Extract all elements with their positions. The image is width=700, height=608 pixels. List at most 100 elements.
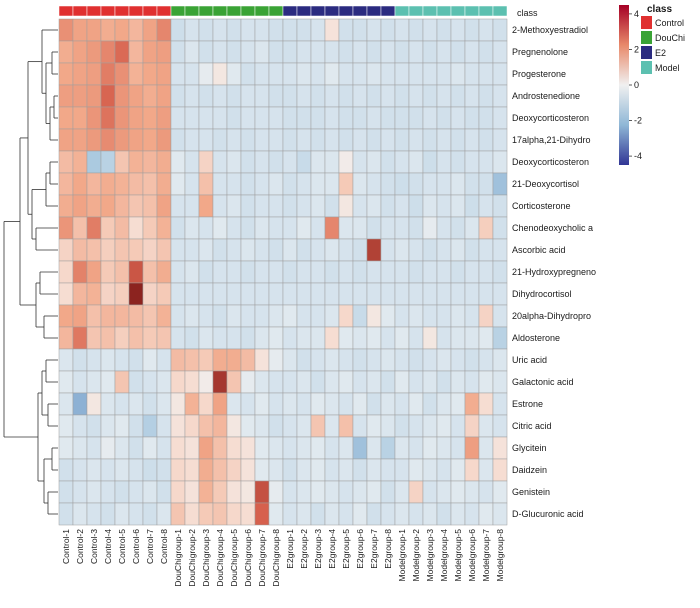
heatmap-cell <box>352 282 368 306</box>
heatmap-cell <box>156 458 172 482</box>
heatmap-cell <box>492 172 508 196</box>
heatmap-cell <box>156 84 172 108</box>
heatmap-cell <box>142 128 158 152</box>
heatmap-cell <box>114 392 130 416</box>
heatmap-cell <box>142 282 158 306</box>
heatmap-cell <box>58 194 74 218</box>
heatmap-cell <box>268 84 284 108</box>
heatmap-cell <box>254 414 270 438</box>
heatmap-cell <box>296 128 312 152</box>
legend-label: Control <box>655 18 684 28</box>
legend-label: DouChi <box>655 33 685 43</box>
heatmap-cell <box>268 502 284 526</box>
heatmap-cell <box>394 150 410 174</box>
heatmap-cell <box>58 370 74 394</box>
heatmap-cell <box>310 62 326 86</box>
heatmap-cell <box>114 326 130 350</box>
heatmap-cell <box>184 84 200 108</box>
heatmap-cell <box>86 18 102 42</box>
heatmap-cell <box>128 414 144 438</box>
column-label: Modelgroup-3 <box>425 529 435 582</box>
heatmap-cell <box>324 150 340 174</box>
heatmap-cell <box>296 106 312 130</box>
heatmap-cell <box>72 216 88 240</box>
heatmap-cell <box>142 172 158 196</box>
heatmap-cell <box>464 106 480 130</box>
heatmap-cell <box>492 84 508 108</box>
heatmap-cell <box>184 172 200 196</box>
heatmap-cell <box>198 106 214 130</box>
heatmap-cell <box>268 326 284 350</box>
heatmap-cell <box>352 84 368 108</box>
heatmap-cell <box>310 480 326 504</box>
column-label: DouChigroup-4 <box>215 529 225 587</box>
heatmap-cell <box>352 40 368 64</box>
heatmap-cell <box>464 458 480 482</box>
heatmap-cell <box>408 348 424 372</box>
heatmap-cell <box>156 106 172 130</box>
heatmap-cell <box>464 18 480 42</box>
class-bar-cell <box>492 5 508 17</box>
heatmap-cell <box>212 18 228 42</box>
heatmap-cell <box>282 392 298 416</box>
heatmap-cell <box>422 392 438 416</box>
heatmap-cell <box>128 458 144 482</box>
heatmap-cell <box>240 436 256 460</box>
heatmap-cell <box>240 392 256 416</box>
heatmap-cell <box>212 172 228 196</box>
heatmap-cell <box>156 172 172 196</box>
heatmap-cell <box>128 106 144 130</box>
heatmap-cell <box>282 172 298 196</box>
heatmap-cell <box>366 238 382 262</box>
heatmap-cell <box>156 216 172 240</box>
heatmap-cell <box>380 238 396 262</box>
heatmap-cell <box>198 238 214 262</box>
heatmap-cell <box>254 480 270 504</box>
heatmap-cell <box>156 326 172 350</box>
column-label: Control-6 <box>131 529 141 564</box>
heatmap-cell <box>184 480 200 504</box>
heatmap-cell <box>184 194 200 218</box>
heatmap-cell <box>198 128 214 152</box>
heatmap-cell <box>100 392 116 416</box>
heatmap-cell <box>338 172 354 196</box>
heatmap-cell <box>198 18 214 42</box>
heatmap-cell <box>72 436 88 460</box>
heatmap-cell <box>100 304 116 328</box>
heatmap-cell <box>268 392 284 416</box>
heatmap-cell <box>380 414 396 438</box>
heatmap-cell <box>254 392 270 416</box>
class-bar-cell <box>128 5 144 17</box>
heatmap-cell <box>422 414 438 438</box>
heatmap-cell <box>282 326 298 350</box>
heatmap-cell <box>394 480 410 504</box>
heatmap-cell <box>478 18 494 42</box>
heatmap-cell <box>128 348 144 372</box>
heatmap-cell <box>464 40 480 64</box>
heatmap-cell <box>268 414 284 438</box>
heatmap-cell <box>226 436 242 460</box>
heatmap-cell <box>450 128 466 152</box>
heatmap-cell <box>394 106 410 130</box>
heatmap-cell <box>366 106 382 130</box>
heatmap-cell <box>86 62 102 86</box>
row-label: Uric acid <box>512 355 547 365</box>
heatmap-cell <box>310 502 326 526</box>
heatmap-cell <box>450 260 466 284</box>
heatmap-cell <box>114 106 130 130</box>
heatmap-cell <box>268 172 284 196</box>
heatmap-cell <box>282 260 298 284</box>
heatmap-cell <box>436 480 452 504</box>
column-label: Control-4 <box>103 529 113 564</box>
heatmap-cell <box>240 150 256 174</box>
heatmap-cell <box>422 304 438 328</box>
heatmap-cell <box>380 502 396 526</box>
heatmap-cell <box>324 172 340 196</box>
heatmap-cell <box>198 502 214 526</box>
heatmap-cell <box>212 326 228 350</box>
row-label: 2-Methoxyestradiol <box>512 25 588 35</box>
heatmap-cell <box>436 40 452 64</box>
heatmap-cell <box>170 436 186 460</box>
heatmap-cell <box>408 282 424 306</box>
class-bar-cell <box>324 5 340 17</box>
